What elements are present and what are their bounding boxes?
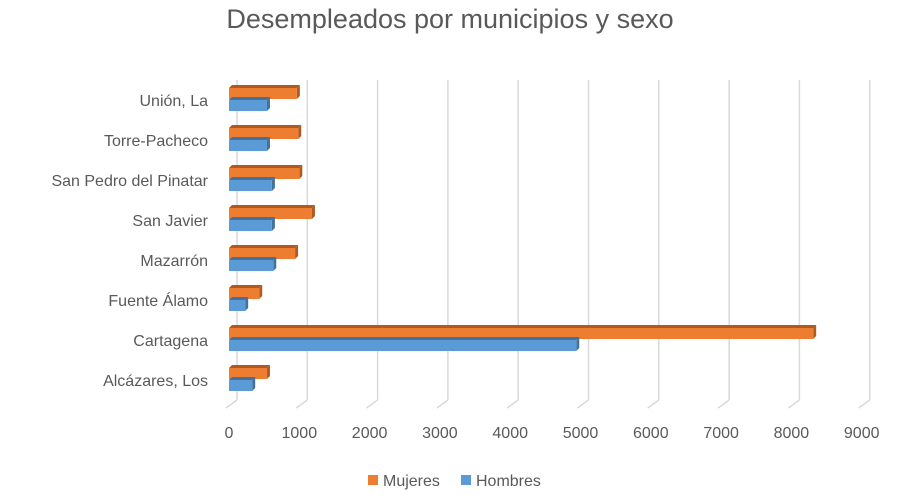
bar-top-mujeres	[229, 365, 270, 368]
category-label: San Javier	[132, 213, 208, 230]
gridline-floor	[577, 399, 589, 409]
category-label: Unión, La	[140, 93, 209, 110]
bar-mujeres	[229, 208, 312, 219]
bar-side-mujeres	[296, 85, 300, 99]
gridline-floor	[717, 399, 730, 409]
gridline-floor	[295, 399, 308, 409]
gridline-floor	[225, 399, 238, 409]
category-label: San Pedro del Pinatar	[51, 173, 208, 190]
bar-hombres	[229, 300, 246, 311]
bar-side-hombres	[266, 97, 270, 111]
x-tick-label: 8000	[774, 425, 810, 442]
x-tick-label: 2000	[352, 425, 388, 442]
legend-label-mujeres: Mujeres	[383, 473, 440, 490]
bar-mujeres	[229, 288, 260, 299]
legend-label-hombres: Hombres	[476, 473, 541, 490]
bar-side-hombres	[245, 297, 249, 311]
x-tick-label: 3000	[422, 425, 458, 442]
chart-title: Desempleados por municipios y sexo	[226, 4, 674, 34]
bar-side-hombres	[576, 337, 580, 351]
bar-side-mujeres	[311, 205, 315, 219]
bar-top-mujeres	[229, 325, 817, 328]
category-label: Fuente Álamo	[108, 291, 208, 310]
bar-top-hombres	[229, 297, 249, 300]
bar-top-hombres	[229, 257, 277, 260]
bar-top-hombres	[229, 137, 270, 140]
bar-side-mujeres	[813, 325, 817, 339]
bar-top-hombres	[229, 337, 580, 340]
category-label: Mazarrón	[140, 253, 208, 270]
bar-side-hombres	[271, 217, 275, 231]
gridline-floor	[787, 399, 800, 409]
x-tick-label: 1000	[282, 425, 318, 442]
bar-mujeres	[229, 328, 814, 339]
gridline-floor	[858, 399, 871, 409]
legend-swatch-mujeres	[368, 475, 378, 485]
bar-hombres	[229, 180, 272, 191]
gridline-floor	[366, 399, 379, 409]
bar-top-hombres	[229, 377, 256, 380]
bar-mujeres	[229, 128, 299, 139]
bar-hombres	[229, 100, 267, 111]
bar-side-mujeres	[295, 245, 299, 259]
gridline-floor	[647, 399, 660, 409]
bar-top-hombres	[229, 217, 275, 220]
gridline-floor	[436, 399, 449, 409]
bar-top-hombres	[229, 177, 275, 180]
x-tick-label: 0	[225, 425, 234, 442]
gridline-floor	[506, 399, 519, 409]
bar-side-hombres	[266, 137, 270, 151]
bar-hombres	[229, 220, 272, 231]
bar-top-mujeres	[229, 125, 302, 128]
bar-top-hombres	[229, 97, 270, 100]
bar-side-mujeres	[266, 365, 270, 379]
bar-top-mujeres	[229, 165, 303, 168]
x-tick-label: 6000	[633, 425, 669, 442]
x-tick-label: 9000	[844, 425, 880, 442]
category-label: Cartagena	[133, 333, 208, 350]
bar-hombres	[229, 140, 267, 151]
x-tick-label: 5000	[563, 425, 599, 442]
bar-mujeres	[229, 168, 300, 179]
legend-swatch-hombres	[461, 475, 471, 485]
bar-top-mujeres	[229, 85, 300, 88]
bar-side-hombres	[273, 257, 277, 271]
x-tick-label: 7000	[703, 425, 739, 442]
bar-mujeres	[229, 248, 296, 259]
x-tick-label: 4000	[492, 425, 528, 442]
bar-hombres	[229, 380, 253, 391]
bar-top-mujeres	[229, 205, 315, 208]
category-label: Alcázares, Los	[103, 373, 208, 390]
bar-hombres	[229, 260, 274, 271]
bar-hombres	[229, 340, 577, 351]
category-label: Torre-Pacheco	[104, 133, 208, 150]
bar-mujeres	[229, 88, 297, 99]
bar-side-mujeres	[259, 285, 263, 299]
bar-side-hombres	[252, 377, 256, 391]
bar-side-mujeres	[299, 165, 303, 179]
bar-side-mujeres	[298, 125, 302, 139]
bar-mujeres	[229, 368, 267, 379]
bar-top-mujeres	[229, 245, 299, 248]
bar-side-hombres	[271, 177, 275, 191]
bar-top-mujeres	[229, 285, 263, 288]
